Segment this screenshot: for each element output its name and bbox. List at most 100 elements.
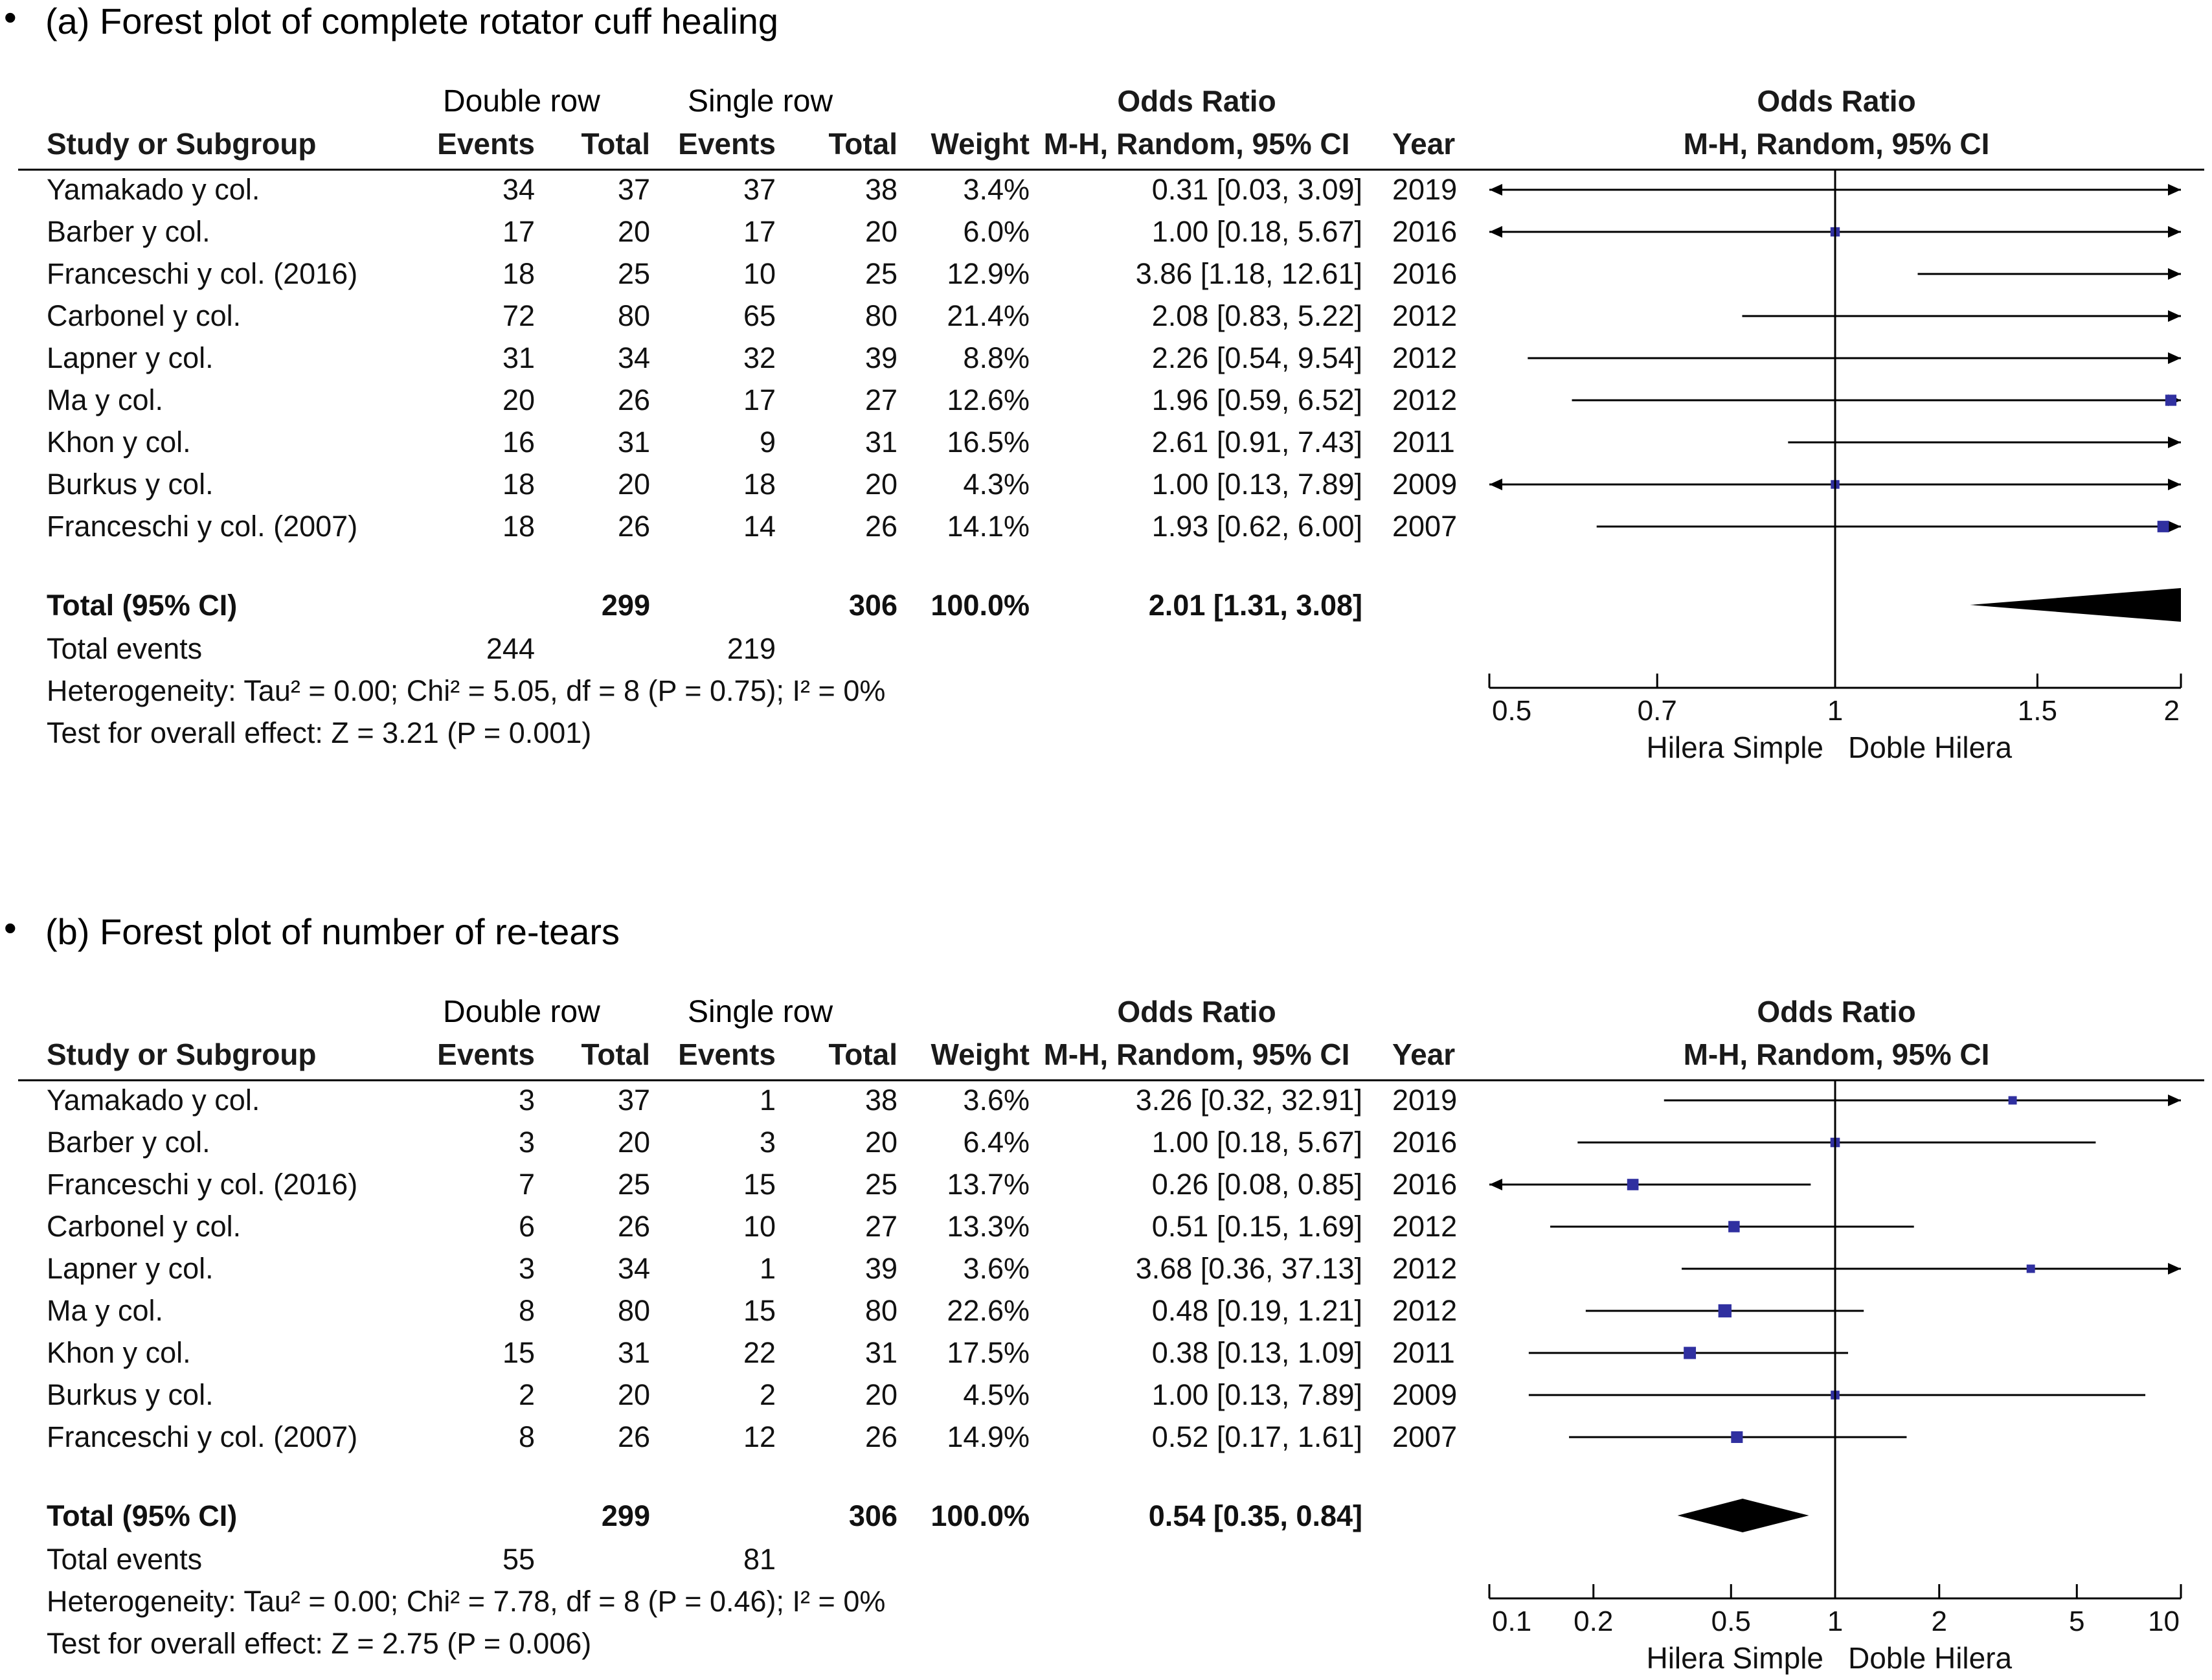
total-events-label: Total events (47, 1543, 202, 1576)
study-name: Burkus y col. (47, 1378, 214, 1411)
weight-value: 21.4% (947, 299, 1030, 332)
ci-arrow-left (1489, 479, 1502, 490)
study-year: 2011 (1392, 1336, 1455, 1369)
double-total: 26 (618, 510, 650, 543)
single-total: 80 (865, 1294, 897, 1327)
table-row: Khon y col. 16 31 9 31 16.5% 2.61 [0.91, 7.43]… (47, 426, 2181, 459)
odds-ratio-ci: 1.00 [0.18, 5.67] (1152, 215, 1362, 248)
single-total: 39 (865, 1252, 897, 1285)
double-events: 3 (519, 1252, 535, 1285)
single-events: 14 (743, 510, 776, 543)
double-total: 26 (618, 383, 650, 416)
single-row-header: Single row (688, 995, 833, 1029)
single-events: 3 (760, 1126, 776, 1159)
double-events-header: Events (437, 1038, 535, 1071)
ci-arrow-left (1489, 226, 1502, 238)
double-events: 8 (519, 1420, 535, 1453)
study-name: Khon y col. (47, 1336, 191, 1369)
double-total: 31 (618, 1336, 650, 1369)
single-events: 15 (743, 1168, 776, 1201)
overall-effect-text: Test for overall effect: Z = 2.75 (P = 0… (47, 1627, 591, 1660)
weight-value: 3.6% (963, 1084, 1030, 1117)
study-name: Barber y col. (47, 1126, 210, 1159)
study-name: Burkus y col. (47, 468, 214, 501)
single-events: 10 (743, 1210, 776, 1243)
heterogeneity-text: Heterogeneity: Tau² = 0.00; Chi² = 7.78,… (47, 1585, 885, 1618)
study-name: Ma y col. (47, 383, 163, 416)
double-row-header: Double row (443, 84, 600, 119)
double-total: 25 (618, 257, 650, 290)
total-double: 299 (602, 1499, 650, 1532)
double-total: 20 (618, 1378, 650, 1411)
double-events: 6 (519, 1210, 535, 1243)
total-events-double: 244 (486, 632, 535, 665)
single-total: 20 (865, 468, 897, 501)
point-estimate (1627, 1179, 1639, 1190)
double-events: 18 (502, 257, 535, 290)
odds-ratio-ci: 2.08 [0.83, 5.22] (1152, 299, 1362, 332)
study-year: 2009 (1392, 468, 1457, 501)
weight-value: 14.1% (947, 510, 1030, 543)
favours-left-label: Hilera Simple (1646, 1641, 1823, 1675)
table-row: Burkus y col. 18 20 18 20 4.3% 1.00 [0.13, 7.8… (47, 468, 2181, 501)
total-events-single: 81 (743, 1543, 776, 1576)
single-events: 37 (743, 173, 776, 206)
ci-arrow-right (2168, 479, 2181, 490)
ci-arrow-right (2168, 1095, 2181, 1106)
double-events: 20 (502, 383, 535, 416)
odds-ratio-ci: 0.31 [0.03, 3.09] (1152, 173, 1362, 206)
odds-ratio-ci: 1.96 [0.59, 6.52] (1152, 383, 1362, 416)
weight-value: 17.5% (947, 1336, 1030, 1369)
point-estimate (1718, 1304, 1732, 1318)
total-label: Total (95% CI) (47, 1499, 237, 1532)
double-row-header: Double row (443, 995, 600, 1029)
or-method-header: M-H, Random, 95% CI (1044, 127, 1350, 161)
x-tick-label: 0.7 (1638, 695, 1677, 727)
table-row: Carbonel y col. 72 80 65 80 21.4% 2.08 [0.83, … (47, 299, 2181, 332)
weight-value: 13.7% (947, 1168, 1030, 1201)
single-row-header: Single row (688, 84, 833, 119)
weight-value: 13.3% (947, 1210, 1030, 1243)
total-label: Total (95% CI) (47, 589, 237, 622)
study-name: Yamakado y col. (47, 173, 260, 206)
study-year: 2009 (1392, 1378, 1457, 1411)
study-header: Study or Subgroup (47, 127, 317, 161)
odds-ratio-ci: 3.86 [1.18, 12.61] (1136, 257, 1362, 290)
caption-bullet: • (4, 907, 17, 948)
single-events: 10 (743, 257, 776, 290)
single-total: 20 (865, 1126, 897, 1159)
double-events: 16 (502, 426, 535, 459)
table-row: Lapner y col. 31 34 32 39 8.8% 2.26 [0.54, 9.5… (47, 341, 2181, 374)
total-row: Total (95% CI) 299 306 100.0% 2.01 [1.31, 3.… (47, 588, 2181, 622)
weight-value: 3.6% (963, 1252, 1030, 1285)
weight-value: 16.5% (947, 426, 1030, 459)
total-weight: 100.0% (931, 589, 1030, 622)
forest-plot-b: • (b) Forest plot of number of re-tears Do… (4, 907, 2204, 1675)
x-tick-label: 2 (1932, 1606, 1947, 1637)
or-method-header: M-H, Random, 95% CI (1044, 1038, 1350, 1071)
double-total: 20 (618, 468, 650, 501)
total-row: Total (95% CI) 299 306 100.0% 0.54 [0.35, 0.… (47, 1499, 1809, 1532)
point-estimate (2026, 1264, 2035, 1273)
odds-ratio-ci: 1.00 [0.13, 7.89] (1152, 468, 1362, 501)
study-year: 2007 (1392, 510, 1457, 543)
single-events-header: Events (678, 1038, 776, 1071)
study-year: 2019 (1392, 173, 1457, 206)
ci-arrow-right (2168, 1263, 2181, 1275)
double-total-header: Total (581, 1038, 650, 1071)
plot-or-method-header: M-H, Random, 95% CI (1684, 127, 1990, 161)
x-tick-label: 0.5 (1492, 695, 1531, 727)
double-events: 15 (502, 1336, 535, 1369)
overall-effect-text: Test for overall effect: Z = 3.21 (P = 0… (47, 716, 591, 749)
ci-arrow-right (2168, 521, 2181, 532)
table-row: Lapner y col. 3 34 1 39 3.6% 3.68 [0.36, 37.13… (47, 1252, 2181, 1285)
total-ci: 0.54 [0.35, 0.84] (1149, 1499, 1362, 1532)
forest-plot-a: • (a) Forest plot of complete rotator cuf… (4, 0, 2204, 764)
odds-ratio-ci: 2.26 [0.54, 9.54] (1152, 341, 1362, 374)
single-total: 27 (865, 383, 897, 416)
total-events-single: 219 (727, 632, 776, 665)
year-header: Year (1392, 127, 1455, 161)
single-events: 1 (760, 1084, 776, 1117)
weight-header: Weight (931, 1038, 1030, 1071)
